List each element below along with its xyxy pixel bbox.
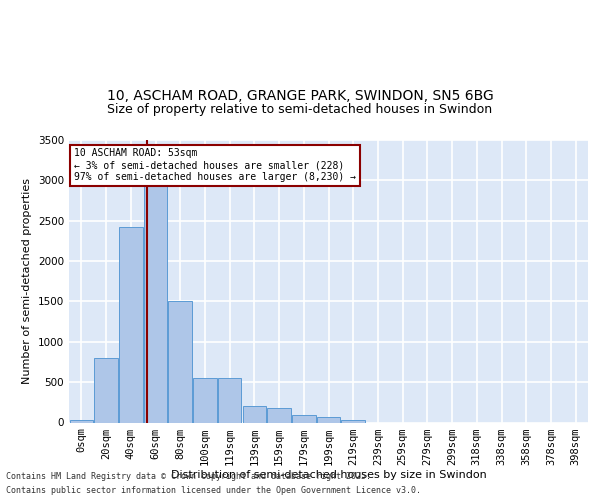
X-axis label: Distribution of semi-detached houses by size in Swindon: Distribution of semi-detached houses by …	[170, 470, 487, 480]
Bar	[193, 378, 217, 422]
Text: Contains public sector information licensed under the Open Government Licence v3: Contains public sector information licen…	[6, 486, 421, 495]
Bar	[144, 180, 167, 422]
Y-axis label: Number of semi-detached properties: Number of semi-detached properties	[22, 178, 32, 384]
Bar	[94, 358, 118, 422]
Bar	[70, 420, 93, 422]
Text: Size of property relative to semi-detached houses in Swindon: Size of property relative to semi-detach…	[107, 103, 493, 116]
Bar	[119, 227, 143, 422]
Bar	[341, 420, 365, 422]
Bar	[242, 406, 266, 422]
Text: 10, ASCHAM ROAD, GRANGE PARK, SWINDON, SN5 6BG: 10, ASCHAM ROAD, GRANGE PARK, SWINDON, S…	[107, 88, 493, 102]
Bar	[268, 408, 291, 422]
Text: 10 ASCHAM ROAD: 53sqm
← 3% of semi-detached houses are smaller (228)
97% of semi: 10 ASCHAM ROAD: 53sqm ← 3% of semi-detac…	[74, 148, 356, 182]
Bar	[292, 415, 316, 422]
Bar	[169, 302, 192, 422]
Bar	[218, 378, 241, 422]
Text: Contains HM Land Registry data © Crown copyright and database right 2025.: Contains HM Land Registry data © Crown c…	[6, 472, 371, 481]
Bar	[317, 417, 340, 422]
